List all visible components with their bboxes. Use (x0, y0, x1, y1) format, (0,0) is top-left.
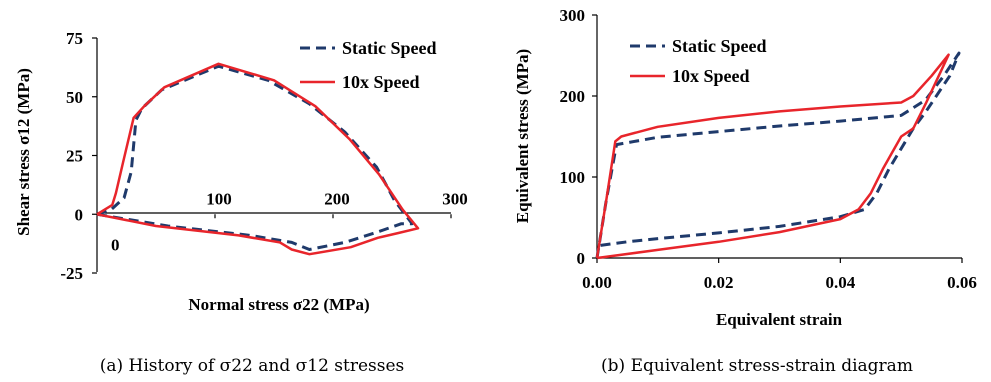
chart-a-series-10x-speed (96, 62, 420, 256)
chart-a-x-tick-label: 200 (324, 189, 350, 208)
chart-b-legend: Static Speed 10x Speed (630, 36, 767, 86)
chart-b-x-label: Equivalent strain (716, 310, 843, 329)
chart-a-y-tick-label: 25 (66, 147, 83, 166)
chart-b-x-tick-label: 0.00 (582, 273, 612, 292)
chart-a-series-static-speed (96, 64, 414, 251)
chart-a-y-tick-label: 0 (75, 205, 84, 224)
chart-b: 0 100 200 300 0.00 0.02 0.04 0.06 Equivalent st… (513, 6, 977, 329)
chart-a: -25 0 25 50 75 0 100 200 300 Shear stress σ12 (M… (14, 29, 468, 314)
chart-b-legend-static-label: Static Speed (672, 36, 767, 56)
chart-b-x-tick-label: 0.06 (947, 273, 977, 292)
chart-b-x-tick-label: 0.02 (704, 273, 734, 292)
chart-a-legend-10x-label: 10x Speed (342, 72, 420, 92)
chart-a-y-label: Shear stress σ12 (MPa) (14, 68, 33, 236)
chart-b-y-label: Equivalent stress (MPa) (513, 49, 532, 223)
chart-b-x-tick-label: 0.04 (825, 273, 855, 292)
chart-a-x-tick-label: 100 (206, 189, 232, 208)
caption-a: (a) History of σ22 and σ12 stresses (100, 356, 405, 376)
chart-a-legend: Static Speed 10x Speed (300, 38, 437, 92)
chart-b-series-static-speed (595, 51, 961, 259)
chart-b-y-tick-label: 0 (577, 249, 586, 268)
chart-b-y-tick-label: 300 (560, 6, 586, 25)
chart-a-y-tick-label: -25 (60, 264, 83, 283)
chart-a-x-tick-label: 300 (442, 189, 468, 208)
chart-b-y-tick-label: 100 (560, 168, 586, 187)
chart-b-series-10x-speed (595, 53, 950, 260)
caption-b: (b) Equivalent stress-strain diagram (601, 356, 913, 376)
chart-a-y-tick-label: 75 (66, 29, 83, 48)
chart-a-x-tick-label: 0 (111, 235, 120, 254)
chart-a-y-tick-label: 50 (66, 88, 83, 107)
chart-b-y-tick-label: 200 (560, 87, 586, 106)
chart-a-legend-static-label: Static Speed (342, 38, 437, 58)
chart-a-x-label: Normal stress σ22 (MPa) (188, 295, 369, 314)
chart-b-legend-10x-label: 10x Speed (672, 66, 750, 86)
